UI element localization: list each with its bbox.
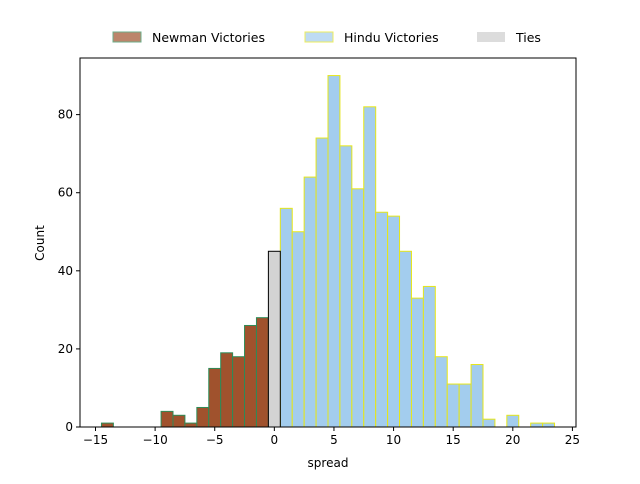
bar-hindu-victories-6 <box>351 188 365 428</box>
bar-hindu-victories-2 <box>303 176 317 428</box>
y-tick-label-4: 80 <box>58 108 73 122</box>
bar-hindu-victories-10 <box>399 250 412 428</box>
bar-newman-victories-0 <box>100 422 114 428</box>
y-axis-label: Count <box>33 225 47 261</box>
bar-newman-victories-3 <box>184 422 198 428</box>
x-axis: −15 −10 −5 0 5 10 15 20 25 <box>83 427 580 447</box>
y-axis: 0 20 40 60 80 <box>58 108 80 434</box>
legend: Newman Victories Hindu Victories Ties <box>112 30 541 45</box>
bar-hindu-victories-20 <box>542 422 556 428</box>
bar-hindu-victories-8 <box>375 211 389 428</box>
x-tick-label-3: 0 <box>271 433 279 447</box>
x-tick-label-6: 15 <box>446 433 461 447</box>
bar-newman-victories-6 <box>220 352 234 428</box>
legend-label-0: Newman Victories <box>152 30 265 45</box>
bar-hindu-victories-7 <box>363 106 377 428</box>
bar-hindu-victories-11 <box>410 297 424 428</box>
bar-newman-victories-5 <box>208 367 222 428</box>
bar-hindu-victories-16 <box>470 364 484 428</box>
bar-hindu-victories-13 <box>434 356 448 428</box>
bar-hindu-victories-15 <box>458 383 472 428</box>
legend-label-1: Hindu Victories <box>344 30 439 45</box>
bar-hindu-victories-4 <box>327 75 341 428</box>
bar-newman-victories-7 <box>232 356 246 428</box>
bar-newman-victories-1 <box>160 410 174 428</box>
bar-hindu-victories-12 <box>422 285 436 428</box>
bar-ties-0 <box>267 250 281 428</box>
plot-frame <box>79 57 577 428</box>
bar-hindu-victories-17 <box>482 418 496 428</box>
legend-swatch-0 <box>112 31 142 43</box>
legend-label-2: Ties <box>515 30 541 45</box>
bar-hindu-victories-19 <box>530 422 544 428</box>
bar-newman-victories-9 <box>255 317 269 428</box>
bar-hindu-victories-3 <box>315 137 329 428</box>
x-tick-label-8: 25 <box>565 433 580 447</box>
legend-swatch-1 <box>304 31 334 43</box>
bar-hindu-victories-9 <box>387 215 401 428</box>
bar-hindu-victories-5 <box>339 145 353 428</box>
legend-swatch-2 <box>477 32 505 42</box>
x-tick-label-0: −15 <box>83 433 108 447</box>
y-tick-label-1: 20 <box>58 342 73 356</box>
bar-hindu-victories-18 <box>506 414 520 428</box>
bar-newman-victories-4 <box>196 406 210 428</box>
y-tick-label-3: 60 <box>58 186 73 200</box>
x-tick-label-5: 10 <box>386 433 401 447</box>
bar-hindu-victories-0 <box>279 207 293 428</box>
x-axis-label: spread <box>308 456 349 470</box>
bar-hindu-victories-14 <box>446 383 460 428</box>
x-tick-label-7: 20 <box>505 433 520 447</box>
bar-hindu-victories-1 <box>291 231 305 428</box>
bar-newman-victories-8 <box>244 324 257 428</box>
bar-newman-victories-2 <box>172 414 186 428</box>
x-tick-label-4: 5 <box>330 433 338 447</box>
y-tick-label-0: 0 <box>65 420 73 434</box>
x-tick-label-2: −5 <box>206 433 224 447</box>
y-tick-label-2: 40 <box>58 264 73 278</box>
x-tick-label-1: −10 <box>142 433 167 447</box>
